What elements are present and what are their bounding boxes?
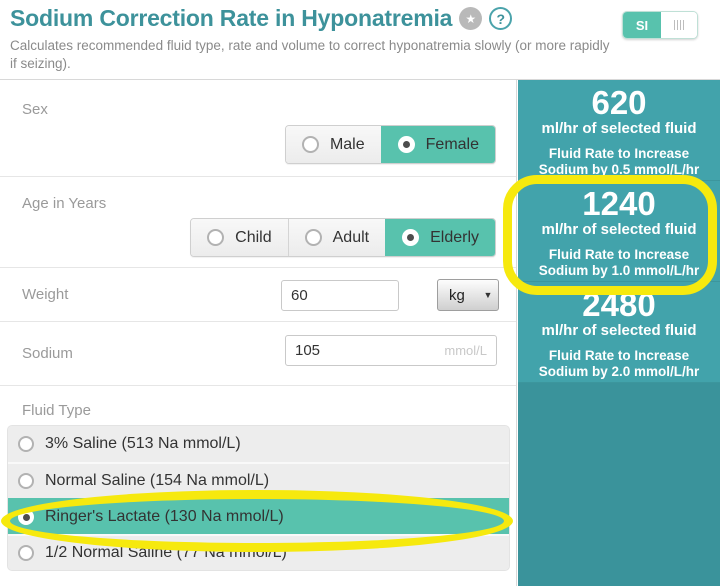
result-value: 2480 — [582, 286, 656, 323]
results-sidebar: 620 ml/hr of selected fluid Fluid Rate t… — [518, 80, 720, 586]
calculator-description: Calculates recommended fluid type, rate … — [10, 38, 610, 71]
fluid-option-3pct-saline[interactable]: 3% Saline (513 Na mmol/L) — [8, 426, 509, 462]
result-value: 620 — [591, 84, 647, 121]
title-row: Sodium Correction Rate in Hyponatremia ★… — [10, 5, 513, 32]
toggle-us-units-icon[interactable] — [661, 12, 697, 38]
unit-system-toggle[interactable]: SI — [622, 11, 698, 39]
toggle-si-option[interactable]: SI — [623, 12, 661, 38]
result-block-2.0: 2480 ml/hr of selected fluid Fluid Rate … — [518, 282, 720, 383]
weight-input[interactable] — [281, 280, 399, 311]
fluid-option-half-normal-saline[interactable]: 1/2 Normal Saline (77 Na mmol/L) — [8, 534, 509, 570]
radio-icon — [304, 229, 322, 246]
weight-row: Weight kg ▼ — [0, 267, 516, 321]
result-desc-line2: Sodium by 0.5 mmol/L/hr — [538, 161, 700, 177]
result-unit: ml/hr of selected fluid — [541, 119, 697, 137]
header: Sodium Correction Rate in Hyponatremia ★… — [0, 0, 720, 80]
option-label: Elderly — [430, 228, 479, 246]
radio-selected-icon — [397, 136, 415, 153]
radio-icon — [18, 473, 34, 489]
sodium-input[interactable] — [285, 335, 497, 366]
fluid-type-list: 3% Saline (513 Na mmol/L) Normal Saline … — [8, 426, 509, 570]
result-value: 1240 — [582, 185, 656, 222]
weight-label: Weight — [22, 286, 69, 303]
sex-label: Sex — [22, 101, 48, 118]
option-label: Child — [235, 228, 272, 246]
sodium-input-wrap: mmol/L — [285, 335, 497, 366]
weight-unit-select[interactable]: kg ▼ — [437, 279, 499, 311]
sex-option-male[interactable]: Male — [285, 126, 381, 163]
sex-option-female[interactable]: Female — [380, 126, 495, 163]
radio-icon — [18, 436, 34, 452]
radio-icon — [301, 136, 319, 153]
favorite-star-icon[interactable]: ★ — [459, 7, 483, 30]
option-label: 3% Saline (513 Na mmol/L) — [45, 435, 241, 452]
radio-selected-icon — [18, 509, 34, 525]
option-label: Female — [425, 135, 479, 153]
result-desc-line2: Sodium by 1.0 mmol/L/hr — [538, 262, 700, 278]
option-label: Male — [329, 135, 365, 153]
result-description: Fluid Rate to Increase Sodium by 2.0 mmo… — [518, 348, 720, 379]
result-desc-line1: Fluid Rate to Increase — [548, 146, 690, 162]
result-desc-line1: Fluid Rate to Increase — [548, 348, 690, 364]
result-unit: ml/hr of selected fluid — [541, 220, 697, 238]
age-option-child[interactable]: Child — [191, 219, 288, 256]
option-label: Adult — [332, 228, 370, 246]
result-description: Fluid Rate to Increase Sodium by 1.0 mmo… — [518, 247, 720, 278]
age-label: Age in Years — [22, 195, 107, 212]
fluid-option-normal-saline[interactable]: Normal Saline (154 Na mmol/L) — [8, 462, 509, 498]
option-label: Normal Saline (154 Na mmol/L) — [45, 472, 270, 489]
sodium-row: Sodium mmol/L — [0, 321, 516, 385]
sex-options-group: Male Female — [284, 125, 496, 164]
radio-icon — [18, 545, 34, 561]
radio-selected-icon — [402, 229, 420, 246]
option-label: Ringer's Lactate (130 Na mmol/L) — [45, 508, 284, 525]
age-option-elderly[interactable]: Elderly — [385, 219, 495, 256]
star-glyph: ★ — [465, 11, 477, 26]
question-glyph: ? — [496, 10, 506, 27]
result-description: Fluid Rate to Increase Sodium by 0.5 mmo… — [518, 146, 720, 177]
result-unit: ml/hr of selected fluid — [541, 321, 697, 339]
calculator-form: Sex Male Female Age in Years Child Adult — [0, 80, 517, 586]
page-title: Sodium Correction Rate in Hyponatremia — [10, 5, 453, 31]
result-desc-line1: Fluid Rate to Increase — [548, 247, 690, 263]
weight-unit-value: kg — [449, 286, 465, 304]
result-block-1.0: 1240 ml/hr of selected fluid Fluid Rate … — [518, 181, 720, 282]
result-block-0.5: 620 ml/hr of selected fluid Fluid Rate t… — [518, 80, 720, 181]
help-question-icon[interactable]: ? — [489, 7, 513, 30]
fluid-option-ringers-lactate[interactable]: Ringer's Lactate (130 Na mmol/L) — [8, 498, 509, 534]
age-option-adult[interactable]: Adult — [287, 219, 386, 256]
dropdown-arrow-icon: ▼ — [483, 290, 493, 300]
fluid-type-row: Fluid Type 3% Saline (513 Na mmol/L) Nor… — [0, 385, 516, 586]
age-options-group: Child Adult Elderly — [190, 218, 496, 257]
sex-row: Sex Male Female — [0, 80, 516, 176]
option-label: 1/2 Normal Saline (77 Na mmol/L) — [45, 544, 287, 561]
fluid-type-label: Fluid Type — [22, 402, 91, 419]
sodium-label: Sodium — [22, 345, 73, 362]
radio-icon — [207, 229, 225, 246]
age-row: Age in Years Child Adult Elderly — [0, 176, 516, 267]
result-desc-line2: Sodium by 2.0 mmol/L/hr — [538, 363, 700, 379]
